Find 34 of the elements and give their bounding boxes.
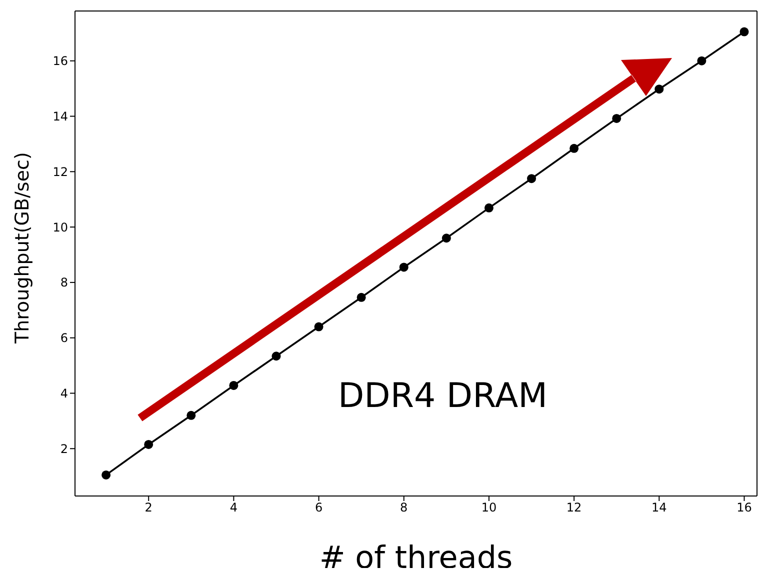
y-axis-title: Throughput(GB/sec) <box>12 152 34 344</box>
x-tick-label: 12 <box>566 500 582 515</box>
point <box>314 322 324 332</box>
y-tick-label: 12 <box>52 164 68 179</box>
x-tick-label: 2 <box>144 500 152 515</box>
x-tick-label: 4 <box>230 500 238 515</box>
y-tick-label: 6 <box>60 331 68 346</box>
y-tick-label: 16 <box>52 54 68 68</box>
point <box>272 352 281 361</box>
point <box>186 410 196 420</box>
point <box>399 262 408 272</box>
x-tick-label: 6 <box>314 500 323 515</box>
point <box>527 174 536 184</box>
point <box>740 27 749 36</box>
point <box>229 380 238 390</box>
point <box>102 470 111 480</box>
point <box>654 84 664 94</box>
y-tick-label: 2 <box>60 442 68 456</box>
y-tick-label: 10 <box>52 220 68 234</box>
point <box>612 114 622 123</box>
point <box>570 144 579 153</box>
x-tick-label: 16 <box>736 500 752 515</box>
x-tick-label: 10 <box>481 500 497 515</box>
point <box>442 234 451 243</box>
annotation: DDR4 DRAM <box>338 376 548 416</box>
y-tick-label: 14 <box>52 110 68 124</box>
point <box>697 56 706 66</box>
y-tick-label: 8 <box>60 276 68 290</box>
point <box>144 440 154 449</box>
x-tick-label: 14 <box>652 500 667 515</box>
point <box>356 292 366 302</box>
point <box>484 203 494 212</box>
y-tick-label: 4 <box>60 386 68 400</box>
x-tick-label: 8 <box>400 500 408 515</box>
